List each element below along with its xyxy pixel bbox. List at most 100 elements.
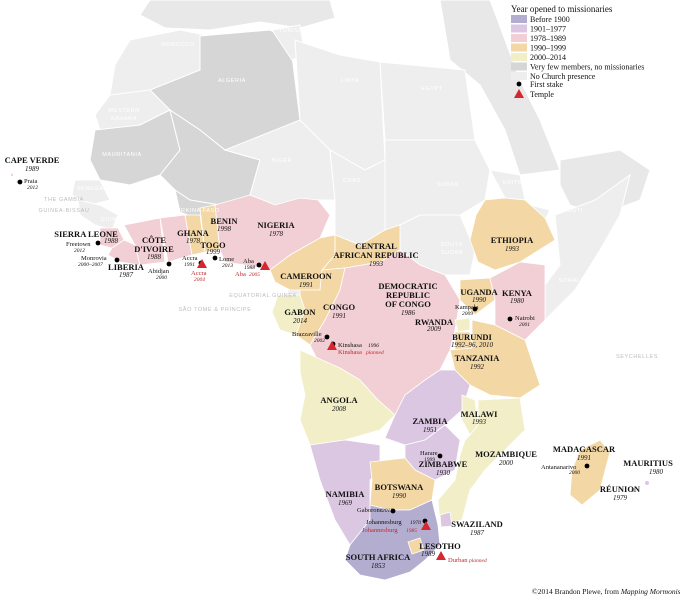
ghost-label-seychelles: SEYCHELLES	[616, 354, 658, 360]
stake-label-kampala: Kampala	[455, 304, 479, 311]
country-year-rwanda: 2009	[427, 325, 442, 333]
country-year-sierra-leone: 1988	[104, 237, 119, 245]
stake-label-monrovia: Monrovia	[81, 255, 107, 262]
stake-year-aba: 1988	[244, 265, 255, 271]
country-label-zimbabwe: ZIMBABWE	[419, 459, 468, 469]
stake-marker-aba	[256, 262, 262, 268]
ghost-label-sudan: SUDAN	[437, 182, 459, 188]
country-label-congo: CONGO	[323, 302, 356, 312]
country-label-mozambique: MOZAMBIQUE	[475, 449, 537, 459]
country-label-angola: ANGOLA	[320, 395, 358, 405]
country-label-liberia: LIBERIA	[108, 262, 145, 272]
country-year-benin: 1998	[217, 225, 232, 233]
stake-label-gaborone: Gaborone	[357, 507, 383, 514]
stake-year-gaborone: 2012	[382, 508, 393, 514]
country-label-south-africa: SOUTH AFRICA	[346, 552, 411, 562]
stake-year-abidjan: 2000	[156, 275, 167, 281]
country-label-sierra-leone: SIERRA LEONE	[54, 229, 118, 239]
stake-label-lome: Lome	[219, 256, 234, 263]
stake-label-antananarivo: Antananarivo	[541, 464, 576, 471]
country-year-car: 1993	[369, 260, 384, 268]
ghost-label-guinea: GUINEA	[101, 217, 126, 223]
ghost-label-south-sudan-2: SUDAN	[441, 250, 463, 256]
stake-marker-kampala	[472, 306, 478, 312]
country-label-madagascar: MADAGASCAR	[553, 444, 616, 454]
country-labels: CAPE VERDE 1989 SIERRA LEONE 1988 LIBERI…	[5, 155, 674, 570]
stake-marker-monrovia	[114, 257, 120, 263]
country-label-drc-1: DEMOCRATIC	[378, 281, 437, 291]
ghost-label-eritrea: ERITREA	[503, 180, 531, 186]
legend-label-4: 2000–2014	[530, 53, 566, 62]
legend-swatch-4	[511, 53, 527, 61]
temple-label-accra: Accra	[191, 270, 207, 277]
legend: Year opened to missionaries Before 19001…	[511, 4, 644, 99]
ghost-labels: TUNISIA MOROCCO ALGERIA LIBYA EGYPT WEST…	[39, 28, 658, 360]
ghost-label-guinea-bissau: GUINEA-BISSAU	[39, 208, 90, 214]
temples: Accra 2004 Aba 2005 Kinshasa planned Joh…	[191, 259, 487, 564]
temple-label-johannesburg: Johannesburg	[362, 527, 398, 534]
credit-book: Mapping Mormonism	[620, 587, 680, 596]
legend-items: Before 19001901–19771978–19891990–199920…	[511, 15, 644, 81]
temple-marker-accra	[197, 259, 207, 268]
country-year-mauritius: 1980	[649, 468, 664, 476]
country-label-cameroon: CAMEROON	[280, 271, 332, 281]
country-year-ghana: 1978	[186, 237, 201, 245]
ghost-label-senegal: SENEGAL	[77, 186, 107, 192]
country-year-nigeria: 1978	[269, 230, 284, 238]
temple-year-johannesburg: 1985	[406, 528, 417, 534]
legend-label-0: Before 1900	[530, 15, 570, 24]
ghost-label-western-sahara-2: SAHARA	[111, 116, 137, 122]
country-label-swaziland: SWAZILAND	[451, 519, 503, 529]
stake-marker-brazzaville	[324, 334, 330, 340]
stake-label-harare: Harare	[420, 450, 438, 457]
country-label-lesotho: LESOTHO	[419, 541, 461, 551]
stake-label-freetown: Freetown	[66, 241, 91, 248]
stake-year-freetown: 2012	[74, 248, 85, 254]
stake-year-harare: 1999	[424, 457, 435, 463]
stake-label-nairobi: Nairobi	[515, 315, 535, 322]
east-africa	[449, 197, 556, 399]
country-label-burundi: BURUNDI	[452, 332, 492, 342]
stake-label-aba: Aba	[243, 258, 254, 265]
country-label-car-2: AFRICAN REPUBLIC	[333, 250, 418, 260]
country-year-mozambique: 2000	[499, 459, 514, 467]
country-label-mauritius: MAURITIUS	[623, 458, 673, 468]
stake-label-brazzaville: Brazzaville	[292, 331, 322, 338]
ghost-label-djibouti: DJIBOUTI	[553, 208, 583, 214]
legend-title: Year opened to missionaries	[511, 4, 613, 14]
stake-marker-gaborone	[390, 508, 396, 514]
legend-temple-symbol	[514, 89, 524, 98]
country-label-rwanda: RWANDA	[415, 317, 454, 327]
legend-label-1: 1901–1977	[530, 25, 566, 34]
stake-marker-nairobi	[507, 316, 513, 322]
temple-marker-durban	[436, 551, 446, 560]
legend-stake-symbol	[516, 81, 522, 87]
central-africa	[269, 224, 461, 446]
temple-marker-aba	[260, 261, 270, 270]
credit-line: ©2014 Brandon Plewe, from Mapping Mormon…	[532, 587, 680, 596]
stake-label-abidjan: Abidjan	[148, 268, 170, 275]
country-year-liberia: 1987	[119, 271, 134, 279]
stake-year-kampala: 2009	[462, 311, 473, 317]
stake-year-nairobi: 2001	[519, 322, 530, 328]
ghost-label-tunisia: TUNISIA	[279, 28, 305, 34]
ghost-label-mauritania: MAURITANIA	[102, 152, 142, 158]
ghost-label-somalia: SOMALIA	[559, 278, 588, 284]
country-year-kenya: 1980	[510, 297, 525, 305]
country-label-botswana: BOTSWANA	[375, 482, 425, 492]
country-year-namibia: 1969	[338, 499, 353, 507]
stake-year-accra: 1991	[184, 262, 195, 268]
legend-label-2: 1978–1989	[530, 34, 566, 43]
country-label-namibia: NAMIBIA	[326, 489, 366, 499]
country-label-car-1: CENTRAL	[355, 241, 397, 251]
country-year-cameroon: 1991	[299, 281, 313, 289]
country-label-drc-3: OF CONGO	[385, 299, 431, 309]
ghost-label-chad: CHAD	[343, 178, 361, 184]
stake-year-monrovia: 2000–2007	[78, 262, 103, 268]
ghost-label-mali: MALI	[147, 186, 162, 192]
temple-label-durban: Durban	[448, 557, 468, 564]
ghost-label-gambia: THE GAMBIA	[44, 197, 84, 203]
temple-status-durban: planned	[468, 558, 487, 564]
legend-label-3: 1990–1999	[530, 44, 566, 53]
stake-year-brazzaville: 2002	[314, 338, 325, 344]
